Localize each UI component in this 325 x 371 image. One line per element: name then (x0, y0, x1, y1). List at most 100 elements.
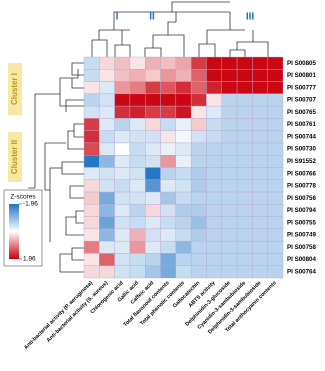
row-label: PI S00756 (287, 195, 316, 202)
heatmap-cell (206, 69, 222, 82)
heatmap-cell (129, 130, 146, 144)
heatmap-cell (221, 130, 238, 144)
heatmap-cell (129, 118, 146, 131)
heatmap-cell (252, 105, 268, 119)
heatmap-cell (145, 155, 161, 168)
row-label: PI S00764 (287, 269, 316, 276)
column-dendrogram (91, 1, 269, 57)
heatmap-cell (206, 204, 222, 217)
heatmap-cell (236, 167, 253, 180)
heatmap-cell (114, 167, 131, 180)
heatmap-cell (175, 69, 192, 82)
heatmap-cell (236, 216, 253, 230)
heatmap-cell (114, 179, 131, 193)
heatmap-cell (252, 179, 268, 193)
heatmap-cell (267, 265, 284, 279)
heatmap-cell (252, 69, 268, 82)
heatmap-cell (252, 81, 268, 95)
heatmap-cell (236, 204, 253, 217)
heatmap-cell (206, 118, 222, 131)
heatmap-cell (175, 81, 192, 95)
heatmap-cell (145, 105, 161, 119)
heatmap-cell (267, 142, 284, 156)
heatmap-cell (99, 228, 115, 242)
heatmap-cell (206, 56, 222, 70)
row-label: PI S00758 (287, 244, 316, 251)
heatmap-cell (129, 191, 146, 205)
row-label: PI S00805 (287, 60, 316, 67)
heatmap-cell (114, 118, 131, 131)
heatmap-cell (99, 155, 115, 168)
heatmap-cell (206, 93, 222, 107)
heatmap-cell (236, 93, 253, 107)
heatmap-cell (83, 253, 100, 266)
heatmap-cell (206, 81, 222, 95)
colorbar-tick-label: -1.96 (23, 201, 38, 208)
heatmap-cell (221, 69, 238, 82)
heatmap-cell (267, 93, 284, 107)
heatmap-cell (83, 240, 100, 254)
heatmap-cell (83, 142, 100, 156)
row-label: PI S00794 (287, 207, 316, 214)
heatmap-cell (99, 265, 115, 279)
cluster-label: Cluster I (10, 73, 19, 105)
colorbar (9, 204, 19, 259)
heatmap-cell (114, 130, 131, 144)
row-label: PI S00766 (287, 170, 316, 177)
heatmap-cell (129, 93, 146, 107)
heatmap-cell (129, 179, 146, 193)
column-label: Anti-bacterial activity (P. aeruginosa) (23, 280, 94, 351)
heatmap-cell (145, 240, 161, 254)
heatmap-cell (114, 240, 131, 254)
heatmap-cell (83, 228, 100, 242)
heatmap-cell (129, 253, 146, 266)
heatmap-cell (252, 240, 268, 254)
heatmap-cell (206, 167, 222, 180)
heatmap-cell (160, 204, 177, 217)
heatmap-cell (175, 56, 192, 70)
heatmap-cell (99, 118, 115, 131)
heatmap-cell (145, 81, 161, 95)
row-label: PI S00749 (287, 232, 316, 239)
heatmap-cell (175, 216, 192, 230)
heatmap-cell (114, 228, 131, 242)
heatmap-cell (175, 228, 192, 242)
heatmap-cell (83, 118, 100, 131)
cluster-label: Cluster II (10, 140, 19, 174)
heatmap-cell (83, 167, 100, 180)
colorbar-tick-label: 1.96 (23, 256, 36, 263)
heatmap-cell (190, 56, 207, 70)
heatmap-cell (99, 105, 115, 119)
heatmap-cell (252, 204, 268, 217)
heatmap-cell (129, 228, 146, 242)
heatmap-cell (236, 69, 253, 82)
heatmap-cell (145, 93, 161, 107)
heatmap-cell (160, 167, 177, 180)
heatmap-cell (145, 118, 161, 131)
heatmap-cell (83, 56, 100, 70)
heatmap-cell (99, 167, 115, 180)
heatmap-cell (267, 130, 284, 144)
heatmap-cell (236, 105, 253, 119)
row-label: PI S91552 (287, 158, 316, 165)
heatmap-cell (190, 167, 207, 180)
heatmap-cell (175, 265, 192, 279)
heatmap-cell (252, 118, 268, 131)
heatmap-cell (267, 167, 284, 180)
heatmap-cell (114, 81, 131, 95)
heatmap-cell (145, 204, 161, 217)
heatmap-cell (160, 155, 177, 168)
column-cluster-label: III (246, 12, 255, 23)
heatmap-cell (175, 253, 192, 266)
heatmap-cell (190, 155, 207, 168)
cluster-box (8, 63, 22, 115)
heatmap-cell (221, 228, 238, 242)
heatmap-cell (160, 56, 177, 70)
heatmap-cell (145, 130, 161, 144)
heatmap-cell (145, 191, 161, 205)
heatmap-cell (99, 130, 115, 144)
heatmap-cell (114, 142, 131, 156)
heatmap-cell (160, 179, 177, 193)
heatmap-cell (175, 167, 192, 180)
heatmap-cell (221, 253, 238, 266)
